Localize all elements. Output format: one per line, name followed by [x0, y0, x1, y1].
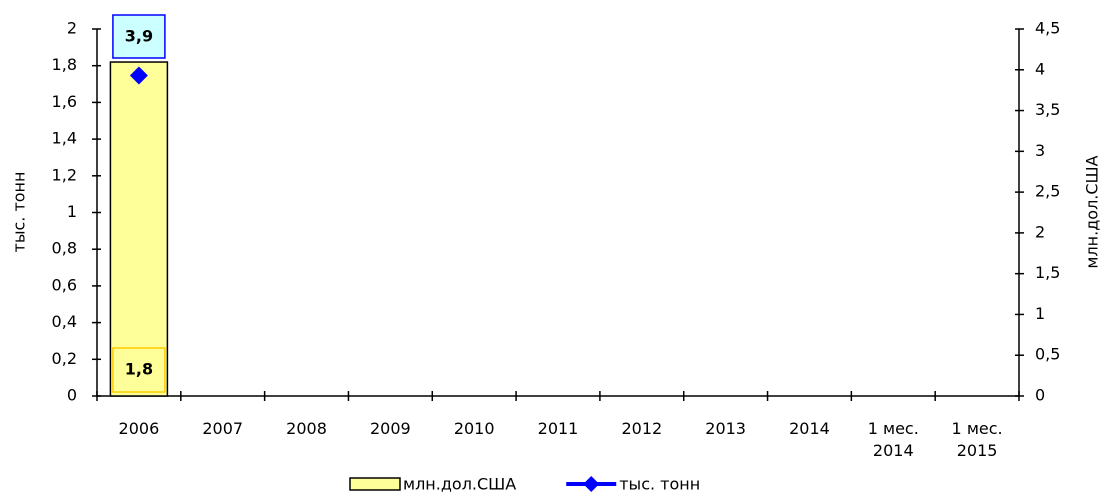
y-axis-title: тыс. тонн: [10, 172, 29, 253]
bar: [109, 61, 169, 397]
y-tick-label: 1,6: [52, 92, 77, 111]
x-tick-label: 2008: [286, 419, 327, 438]
data-label: 3,9: [125, 27, 153, 46]
y-tick-label: 0,4: [52, 312, 77, 331]
x-tick-label: 1 мес. 2015: [951, 419, 1003, 460]
x-tick-label: 2012: [621, 419, 663, 438]
data-label: 1,8: [125, 360, 153, 379]
legend-swatch: [349, 477, 401, 491]
y2-tick-label: 1: [1035, 304, 1045, 323]
y-tick-label: 2: [67, 19, 77, 38]
x-tick-label: 1 мес. 2014: [867, 419, 919, 460]
y2-tick-label: 3: [1035, 141, 1045, 160]
x-tick-label: 2006: [118, 419, 160, 438]
data-label-box: [112, 347, 166, 393]
y2-tick-label: 0,5: [1035, 345, 1060, 364]
x-tick-label: 2007: [202, 419, 244, 438]
x-tick-label: 2011: [537, 419, 579, 438]
legend-marker: [583, 476, 600, 492]
y-tick-label: 0: [67, 386, 77, 405]
x-tick-label: 2009: [370, 419, 411, 438]
y2-tick-label: 4: [1035, 59, 1045, 78]
y-tick-label: 1,8: [52, 55, 77, 74]
data-label-box: [112, 14, 166, 59]
y-tick-label: 1: [67, 202, 77, 221]
y-tick-label: 1,2: [52, 165, 77, 184]
y-tick-label: 1,4: [52, 129, 77, 148]
legend-label: тыс. тонн: [619, 475, 700, 494]
y-tick-label: 0,2: [52, 349, 77, 368]
x-tick-label: 2014: [789, 419, 830, 438]
y2-tick-label: 3,5: [1035, 100, 1060, 119]
x-tick-label: 2013: [705, 419, 746, 438]
y2-tick-label: 1,5: [1035, 263, 1060, 282]
y2-tick-label: 2: [1035, 222, 1045, 241]
y-tick-label: 0,8: [52, 239, 77, 258]
y2-tick-label: 0: [1035, 386, 1045, 405]
legend-label: млн.дол.США: [403, 475, 516, 494]
y2-axis-title: млн.дол.США: [1083, 155, 1102, 268]
y2-tick-label: 4,5: [1035, 19, 1060, 38]
y2-tick-label: 2,5: [1035, 182, 1060, 201]
y-tick-label: 0,6: [52, 275, 77, 294]
x-tick-label: 2010: [453, 419, 495, 438]
line-marker: [129, 66, 148, 85]
